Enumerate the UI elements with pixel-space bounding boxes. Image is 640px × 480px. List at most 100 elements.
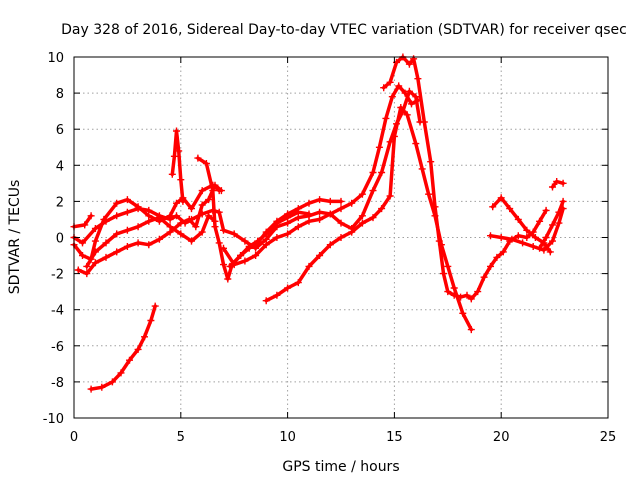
data-point bbox=[459, 309, 467, 317]
data-point bbox=[177, 176, 185, 184]
y-tick-label: -2 bbox=[51, 268, 64, 283]
data-point bbox=[237, 252, 245, 259]
data-point bbox=[499, 248, 507, 256]
data-point bbox=[173, 199, 180, 207]
data-point bbox=[175, 147, 183, 155]
data-point bbox=[166, 223, 174, 231]
data-point bbox=[369, 169, 377, 176]
data-point bbox=[531, 234, 539, 241]
data-point bbox=[113, 199, 121, 207]
data-point bbox=[245, 243, 253, 250]
axis-ticks bbox=[73, 56, 609, 419]
data-point bbox=[555, 208, 563, 216]
data-point bbox=[559, 179, 567, 187]
data-point bbox=[87, 212, 95, 220]
data-point bbox=[79, 239, 86, 247]
data-point bbox=[420, 118, 428, 126]
y-tick-label: 2 bbox=[56, 195, 64, 210]
data-point bbox=[444, 288, 452, 296]
data-series bbox=[70, 212, 95, 231]
data-point bbox=[74, 266, 82, 274]
data-point bbox=[83, 270, 91, 278]
data-point bbox=[358, 190, 366, 198]
data-point bbox=[102, 239, 110, 247]
data-point bbox=[241, 257, 249, 265]
data-point bbox=[514, 232, 522, 240]
data-point bbox=[151, 302, 159, 310]
data-point bbox=[382, 114, 390, 122]
data-point bbox=[397, 104, 405, 111]
data-point bbox=[241, 237, 249, 245]
data-point bbox=[177, 230, 185, 238]
data-point bbox=[209, 187, 217, 195]
data-point bbox=[87, 385, 95, 393]
x-tick-label: 0 bbox=[70, 430, 78, 445]
data-point bbox=[145, 206, 153, 214]
y-tick-label: 4 bbox=[56, 159, 64, 174]
data-point bbox=[506, 205, 514, 213]
data-point bbox=[155, 235, 163, 243]
data-point bbox=[202, 160, 210, 167]
data-point bbox=[123, 208, 131, 216]
data-point bbox=[369, 187, 377, 195]
data-point bbox=[145, 241, 153, 249]
data-point bbox=[412, 93, 420, 101]
data-point bbox=[559, 197, 567, 205]
data-point bbox=[467, 326, 475, 334]
data-point bbox=[81, 221, 89, 229]
data-point bbox=[326, 210, 334, 218]
data-point bbox=[141, 333, 148, 341]
data-point bbox=[198, 201, 206, 209]
data-point bbox=[262, 297, 270, 305]
data-point bbox=[220, 261, 227, 269]
data-point bbox=[497, 234, 505, 241]
data-point bbox=[408, 100, 415, 108]
data-point bbox=[294, 223, 302, 231]
data-point bbox=[226, 262, 234, 270]
series-line bbox=[89, 304, 157, 391]
data-point bbox=[474, 288, 482, 296]
x-tick-label: 20 bbox=[493, 430, 510, 445]
data-point bbox=[294, 279, 302, 287]
data-point bbox=[508, 235, 516, 243]
data-point bbox=[224, 275, 232, 283]
series-line bbox=[72, 84, 420, 251]
data-point bbox=[294, 208, 302, 216]
data-point bbox=[380, 84, 388, 92]
data-series bbox=[87, 302, 159, 393]
data-point bbox=[519, 239, 527, 247]
tick-labels: 0 5 10 15 20 25 -10 -8 -6 -4 -2 0 2 4 6 8 10 bbox=[43, 51, 617, 445]
data-point bbox=[194, 154, 202, 162]
data-point bbox=[91, 259, 99, 267]
data-point bbox=[98, 383, 106, 391]
data-point bbox=[467, 295, 475, 303]
data-point bbox=[102, 217, 110, 225]
data-point bbox=[529, 243, 537, 250]
x-tick-label: 10 bbox=[279, 430, 296, 445]
x-axis-label: GPS time / hours bbox=[282, 459, 399, 475]
data-point bbox=[553, 178, 561, 185]
data-point bbox=[170, 152, 178, 160]
data-point bbox=[305, 217, 313, 225]
data-point bbox=[215, 208, 223, 216]
data-point bbox=[185, 215, 193, 223]
data-point bbox=[337, 197, 345, 205]
data-point bbox=[369, 214, 377, 222]
y-axis-label: SDTVAR / TECUs bbox=[7, 180, 23, 295]
data-point bbox=[102, 253, 110, 261]
data-point bbox=[450, 284, 458, 292]
data-point bbox=[555, 219, 563, 227]
data-point bbox=[316, 252, 324, 259]
data-point bbox=[273, 291, 281, 299]
data-point bbox=[113, 212, 121, 220]
data-point bbox=[220, 226, 227, 234]
data-series bbox=[489, 194, 554, 256]
data-point bbox=[205, 212, 213, 220]
data-point bbox=[177, 219, 185, 227]
data-series bbox=[168, 127, 187, 205]
y-tick-label: -10 bbox=[43, 412, 64, 427]
data-point bbox=[284, 284, 292, 292]
data-point bbox=[198, 228, 206, 236]
data-point bbox=[337, 234, 345, 241]
data-point bbox=[536, 244, 544, 252]
